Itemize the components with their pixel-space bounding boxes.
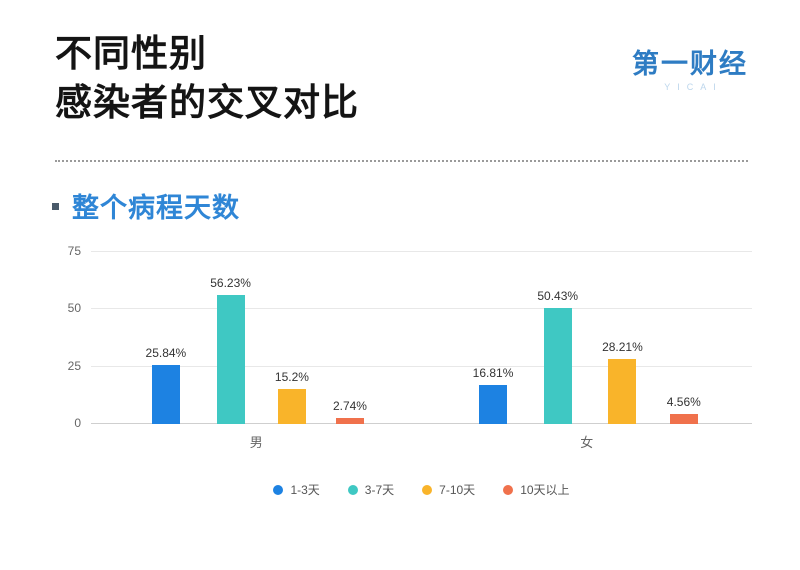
section-title: 整个病程天数 (72, 193, 240, 223)
bar-value-label: 56.23% (210, 276, 251, 291)
legend-item: 1-3天 (273, 481, 320, 498)
legend-item: 7-10天 (422, 481, 475, 498)
y-tick-label: 0 (74, 416, 81, 430)
bar (608, 359, 637, 424)
bar-column: 15.2% (275, 370, 309, 424)
bar-value-label: 15.2% (274, 370, 309, 385)
y-tick-label: 75 (67, 244, 81, 258)
y-tick-label: 25 (67, 358, 81, 373)
bullet-square-icon (52, 203, 59, 210)
bar (335, 417, 364, 424)
yicai-logo-text: 第一财经 (632, 49, 748, 79)
dotted-divider (55, 160, 748, 162)
gridline (91, 251, 752, 252)
bar-column: 50.43% (537, 289, 578, 424)
bar-column: 56.23% (210, 276, 251, 424)
bar-column: 4.56% (667, 395, 701, 424)
legend-label: 7-10天 (439, 483, 476, 497)
bar-value-label: 50.43% (537, 289, 579, 304)
page-title-line2: 感染者的交叉对比 (55, 81, 359, 123)
bar-value-label: 2.74% (332, 398, 367, 413)
legend-label: 10天以上 (520, 483, 570, 497)
bar (543, 308, 572, 424)
bar-column: 16.81% (472, 366, 514, 424)
x-category-label: 男 (249, 435, 263, 450)
page-title: 不同性别 感染者的交叉对比 (55, 30, 359, 128)
legend-dot-icon (347, 484, 358, 495)
bar-value-label: 25.84% (145, 345, 187, 360)
section-heading: 整个病程天数 (52, 186, 240, 225)
legend-label: 3-7天 (364, 483, 395, 497)
legend-item: 10天以上 (503, 481, 570, 498)
bar-value-label: 28.21% (602, 340, 643, 355)
yicai-logo-subtext: YICAI (664, 82, 723, 92)
bar-groups: 25.84% 56.23% 15.2% 2.74% 16.81% 50.43% 28.21%… (91, 252, 752, 424)
bar (669, 413, 698, 424)
bar-group: 16.81% 50.43% 28.21% 4.56% (422, 252, 753, 424)
bar-value-label: 4.56% (666, 394, 701, 409)
legend-item: 3-7天 (347, 481, 395, 498)
y-tick-label: 50 (67, 301, 81, 316)
bar-column: 28.21% (602, 340, 643, 424)
x-axis-labels: 男女 (91, 424, 752, 451)
bar-chart: 0 25 50 75 25.84% 56.23% 15.2% 2.74% 16.81% 50.4… (55, 244, 752, 498)
bar-value-label: 16.81% (472, 366, 514, 381)
x-axis-line (91, 423, 752, 424)
legend-label: 1-3天 (290, 483, 320, 497)
chart-plot-area: 0 25 50 75 25.84% 56.23% 15.2% 2.74% 16.81% 50.4… (55, 244, 752, 430)
bar (479, 385, 508, 424)
chart-legend: 1-3天 3-7天 7-10天 10天以上 (91, 481, 752, 498)
bar-group: 25.84% 56.23% 15.2% 2.74% (91, 252, 422, 424)
gridline (91, 365, 752, 367)
bar (216, 295, 245, 424)
y-axis: 0 25 50 75 (55, 244, 91, 430)
bar (277, 389, 306, 424)
page-title-line1: 不同性别 (55, 33, 207, 74)
legend-dot-icon (422, 484, 433, 495)
bar-column: 2.74% (333, 399, 367, 424)
yicai-logo: 第一财经 YICAI (632, 42, 748, 92)
legend-dot-icon (503, 484, 514, 495)
x-category-label: 女 (580, 435, 594, 450)
gridline (91, 308, 752, 310)
plot: 25.84% 56.23% 15.2% 2.74% 16.81% 50.43% 28.21%… (91, 251, 752, 424)
legend-dot-icon (273, 484, 284, 495)
bar-column: 25.84% (145, 345, 187, 424)
bar (151, 364, 180, 424)
